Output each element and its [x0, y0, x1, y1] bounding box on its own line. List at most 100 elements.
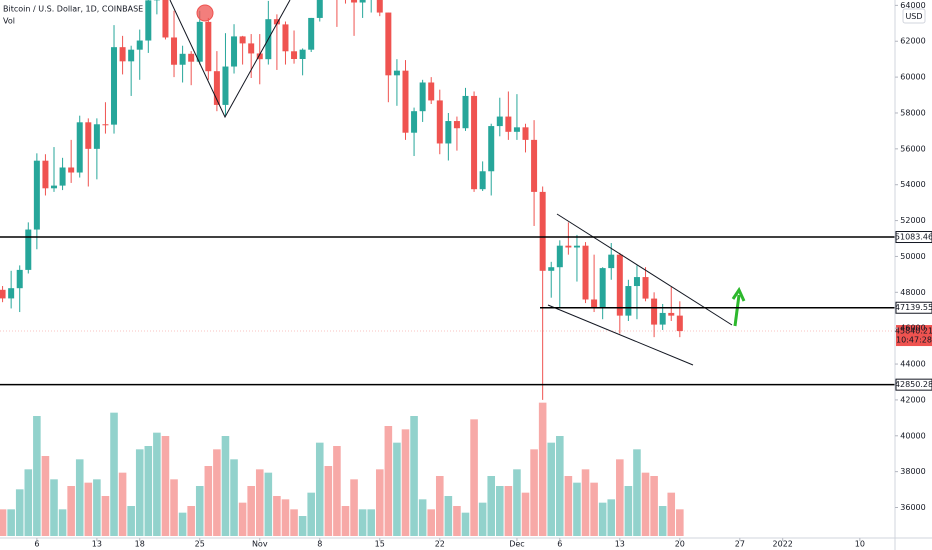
- volume-bar: [281, 499, 290, 536]
- volume-bar: [350, 479, 358, 536]
- volume-bar: [178, 512, 187, 536]
- x-tick-label: 22: [435, 540, 445, 549]
- volume-bar: [93, 479, 101, 536]
- y-tick-label: 44000: [900, 360, 925, 369]
- candle-body: [291, 51, 298, 60]
- volume-bar: [273, 496, 281, 536]
- volume-bar: [135, 449, 144, 536]
- volume-layer: [0, 402, 684, 536]
- candle-body: [471, 95, 478, 190]
- candle-body: [179, 53, 186, 65]
- last-price-label: 45840.21: [895, 327, 932, 336]
- candle-body: [42, 160, 49, 189]
- candle-body: [642, 277, 649, 299]
- volume-bar: [24, 469, 33, 536]
- x-tick-label: 25: [195, 540, 205, 549]
- candle-body: [299, 49, 306, 60]
- volume-bar: [521, 492, 530, 536]
- volume-bar: [75, 459, 84, 536]
- volume-bar: [290, 509, 298, 536]
- volume-label: Vol: [3, 17, 15, 26]
- volume-bar: [247, 486, 255, 536]
- x-tick-label: 13: [92, 540, 102, 549]
- candle-body: [445, 121, 452, 144]
- volume-bar: [7, 509, 15, 536]
- candle-body: [402, 70, 409, 133]
- volume-bar: [547, 442, 556, 536]
- volume-bar: [564, 476, 573, 536]
- volume-bar: [341, 506, 350, 536]
- candle-body: [582, 245, 589, 300]
- volume-bar: [333, 446, 341, 536]
- candle-body: [436, 100, 443, 144]
- drawings: [169, 0, 746, 366]
- level-label: 51083.46: [895, 233, 932, 242]
- y-tick-label: 64000: [900, 1, 925, 10]
- volume-bar: [144, 446, 153, 536]
- volume-bar: [238, 502, 247, 536]
- volume-bar: [221, 436, 230, 536]
- volume-bar: [0, 509, 7, 536]
- candle-body: [248, 43, 255, 54]
- countdown-label: 10:47:28: [896, 336, 932, 345]
- x-tick-label: 8: [317, 540, 322, 549]
- x-tick-label: 15: [375, 540, 385, 549]
- x-tick-label: 6: [34, 540, 39, 549]
- y-tick-label: 62000: [900, 37, 925, 46]
- volume-bar: [255, 469, 264, 536]
- volume-bar: [393, 442, 401, 536]
- marker-circle: [196, 4, 214, 22]
- volume-bar: [478, 502, 487, 536]
- x-tick-label: 18: [135, 540, 145, 549]
- volume-bar: [453, 506, 461, 536]
- volume-bar: [598, 502, 607, 536]
- candle-body: [51, 185, 58, 189]
- volume-bar: [367, 509, 375, 536]
- currency-button[interactable]: [902, 8, 926, 24]
- volume-bar: [410, 416, 418, 536]
- candle-body: [419, 82, 426, 112]
- volume-bar: [101, 496, 110, 536]
- volume-bar: [187, 506, 195, 536]
- x-tick-label: Dec: [509, 540, 524, 549]
- y-tick-label: 60000: [900, 73, 925, 82]
- volume-bar: [118, 472, 127, 536]
- candle-layer: [0, 0, 683, 400]
- candle-body: [608, 254, 615, 269]
- currency-label[interactable]: USD: [905, 12, 922, 21]
- volume-bar: [58, 509, 67, 536]
- candle-body: [119, 47, 126, 62]
- volume-bar: [427, 509, 435, 536]
- candle-body: [128, 49, 135, 62]
- candle-body: [659, 312, 666, 325]
- volume-bar: [170, 479, 178, 536]
- y-tick-label: 52000: [900, 216, 925, 225]
- volume-bar: [538, 402, 547, 536]
- candle-body: [531, 139, 538, 192]
- candle-body: [428, 82, 435, 101]
- breakout-arrow-head: [731, 286, 746, 302]
- candle-body: [316, 0, 323, 18]
- candle-body: [188, 53, 195, 62]
- candle-body: [256, 53, 263, 60]
- volume-bar: [50, 479, 58, 536]
- candle-body: [231, 36, 238, 67]
- volume-bar: [496, 486, 504, 536]
- volume-bar: [33, 416, 41, 536]
- x-tick-label: 2022: [773, 540, 793, 549]
- candle-body: [205, 21, 212, 72]
- volume-bar: [264, 472, 273, 536]
- wedge-upper-line: [556, 213, 733, 326]
- breakout-arrow: [733, 294, 741, 327]
- candle-body: [393, 70, 400, 76]
- volume-bar: [616, 459, 624, 536]
- x-tick-label: 10: [855, 540, 865, 549]
- y-tick-label: 46000: [900, 324, 925, 333]
- volume-bar: [67, 486, 75, 536]
- candle-body: [633, 277, 640, 287]
- volume-bar: [504, 486, 513, 536]
- y-tick-label: 40000: [900, 431, 925, 440]
- candle-body: [616, 254, 623, 316]
- candle-body: [59, 167, 66, 186]
